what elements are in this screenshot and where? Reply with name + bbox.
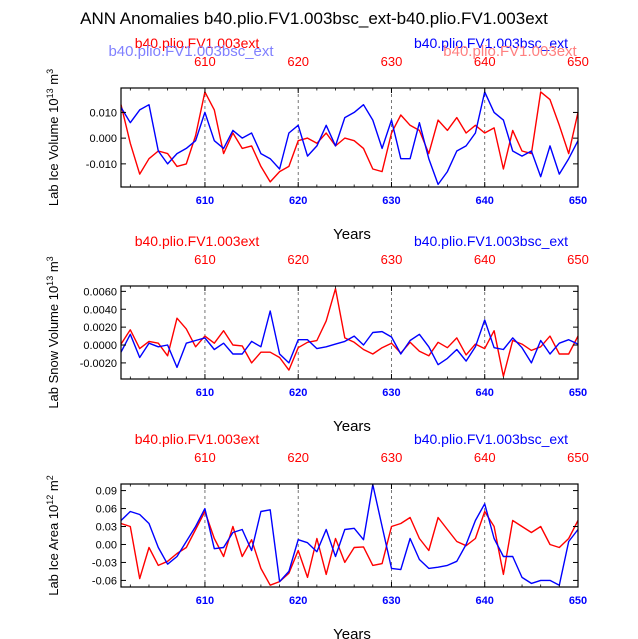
x-tick-label-top: 640 <box>474 450 496 465</box>
x-tick-label-top: 620 <box>287 54 309 69</box>
y-tick-label: 0.09 <box>96 486 117 498</box>
y-tick-label: -0.0020 <box>80 358 117 370</box>
x-tick-label-top: 630 <box>381 252 403 267</box>
x-tick-label-top: 610 <box>194 450 216 465</box>
legend-right: b40.plio.FV1.003bsc_ext <box>414 431 568 447</box>
y-tick-label: 0.06 <box>96 504 117 516</box>
y-tick-label: 0.0060 <box>83 286 117 298</box>
x-tick-label-top: 650 <box>567 252 589 267</box>
y-tick-label: 0.010 <box>89 107 117 119</box>
y-tick-label: -0.06 <box>92 575 117 587</box>
x-tick-label-top: 650 <box>567 450 589 465</box>
x-tick-label-bottom: 610 <box>196 387 214 399</box>
plot-frame <box>120 87 579 188</box>
figure-title: ANN Anomalies b40.plio.FV1.003bsc_ext-b4… <box>80 9 548 28</box>
series-line-blue <box>120 91 579 186</box>
x-tick-label-bottom: 650 <box>569 595 587 607</box>
chart-panel-1: 610 610 620 620 630 630 640 640 650 650 -0.010 0.00… <box>45 35 589 243</box>
x-tick-label-top: 640 <box>474 54 496 69</box>
legend-left: b40.plio.FV1.003ext <box>135 431 260 447</box>
y-axis-label-main: Lab Ice Volume 10 <box>46 98 61 206</box>
x-tick-label-bottom: 620 <box>289 595 307 607</box>
x-tick-label-bottom: 640 <box>476 195 494 207</box>
x-tick-label-bottom: 640 <box>476 387 494 399</box>
y-axis-label: Lab Ice Area 1012 m2 <box>45 475 61 596</box>
x-tick-label-bottom: 650 <box>569 387 587 399</box>
x-axis-label: Years <box>333 626 371 639</box>
y-axis-label-unit: m <box>46 480 61 494</box>
y-tick-label: -0.010 <box>86 159 117 171</box>
y-tick-label: -0.03 <box>92 557 117 569</box>
x-tick-label-top: 630 <box>381 450 403 465</box>
x-tick-label-bottom: 640 <box>476 595 494 607</box>
y-axis-label-exponent: 13 <box>45 276 55 286</box>
y-axis-label-unit-exponent: 2 <box>45 475 55 480</box>
x-tick-label-top: 610 <box>194 252 216 267</box>
plot-frame <box>120 285 579 380</box>
y-tick-label: 0.000 <box>89 133 117 145</box>
y-tick-label: 0.0040 <box>83 304 117 316</box>
y-axis-label-main: Lab Snow Volume 10 <box>46 286 61 409</box>
x-tick-label-top: 610 <box>194 54 216 69</box>
x-tick-label-top: 620 <box>287 252 309 267</box>
x-tick-label-bottom: 630 <box>382 195 400 207</box>
y-axis-label-unit: m <box>46 74 61 88</box>
x-tick-label-bottom: 650 <box>569 195 587 207</box>
y-axis-label-unit-exponent: 3 <box>45 69 55 74</box>
series-line-red <box>120 288 579 377</box>
x-tick-label-top: 640 <box>474 252 496 267</box>
legend-left: b40.plio.FV1.003ext <box>135 35 260 51</box>
y-tick-label: 0.03 <box>96 522 117 534</box>
y-axis-label-unit-exponent: 3 <box>45 256 55 261</box>
x-tick-label-bottom: 630 <box>382 595 400 607</box>
y-axis-label: Lab Ice Volume 1013 m3 <box>45 69 61 206</box>
y-axis-label-main: Lab Ice Area 10 <box>46 505 61 596</box>
chart-panel-2: 610 610 620 620 630 630 640 640 650 650 -0.0020 0.0… <box>45 233 589 435</box>
y-tick-label: 0.0000 <box>83 340 117 352</box>
chart-panel-3: 610 610 620 620 630 630 640 640 650 650 -0.06 -0.03… <box>45 431 589 639</box>
series-line-blue <box>120 483 579 586</box>
series-line-red <box>120 510 579 586</box>
panels: 610 610 620 620 630 630 640 640 650 650 -0.010 0.00… <box>45 35 589 639</box>
x-axis-label: Years <box>333 418 371 435</box>
x-tick-label-bottom: 610 <box>196 195 214 207</box>
x-tick-label-bottom: 630 <box>382 387 400 399</box>
x-tick-label-bottom: 620 <box>289 195 307 207</box>
y-tick-label: 0.0020 <box>83 322 117 334</box>
x-axis-label: Years <box>333 226 371 243</box>
series-line-blue <box>120 310 579 369</box>
x-tick-label-top: 620 <box>287 450 309 465</box>
y-axis-label-exponent: 13 <box>45 88 55 98</box>
legend-right: b40.plio.FV1.003bsc_ext <box>414 233 568 249</box>
legend-left: b40.plio.FV1.003ext <box>135 233 260 249</box>
overlay-labels: b40.plio.FV1.003bsc_ext b40.plio.FV1.003e… <box>108 43 577 60</box>
y-axis-label: Lab Snow Volume 1013 m3 <box>45 256 61 408</box>
x-tick-label-bottom: 620 <box>289 387 307 399</box>
plot-frame <box>120 483 579 588</box>
x-tick-label-bottom: 610 <box>196 595 214 607</box>
overlay-label-right: b40.plio.FV1.003ext <box>443 43 577 60</box>
y-axis-label-exponent: 12 <box>45 495 55 505</box>
y-axis-label-unit: m <box>46 261 61 275</box>
overlay-label-left: b40.plio.FV1.003bsc_ext <box>108 43 274 60</box>
series-line-red <box>120 91 579 183</box>
y-tick-label: 0.00 <box>96 539 117 551</box>
x-tick-label-top: 650 <box>567 54 589 69</box>
x-tick-label-top: 630 <box>381 54 403 69</box>
legend-right: b40.plio.FV1.003bsc_ext <box>414 35 568 51</box>
